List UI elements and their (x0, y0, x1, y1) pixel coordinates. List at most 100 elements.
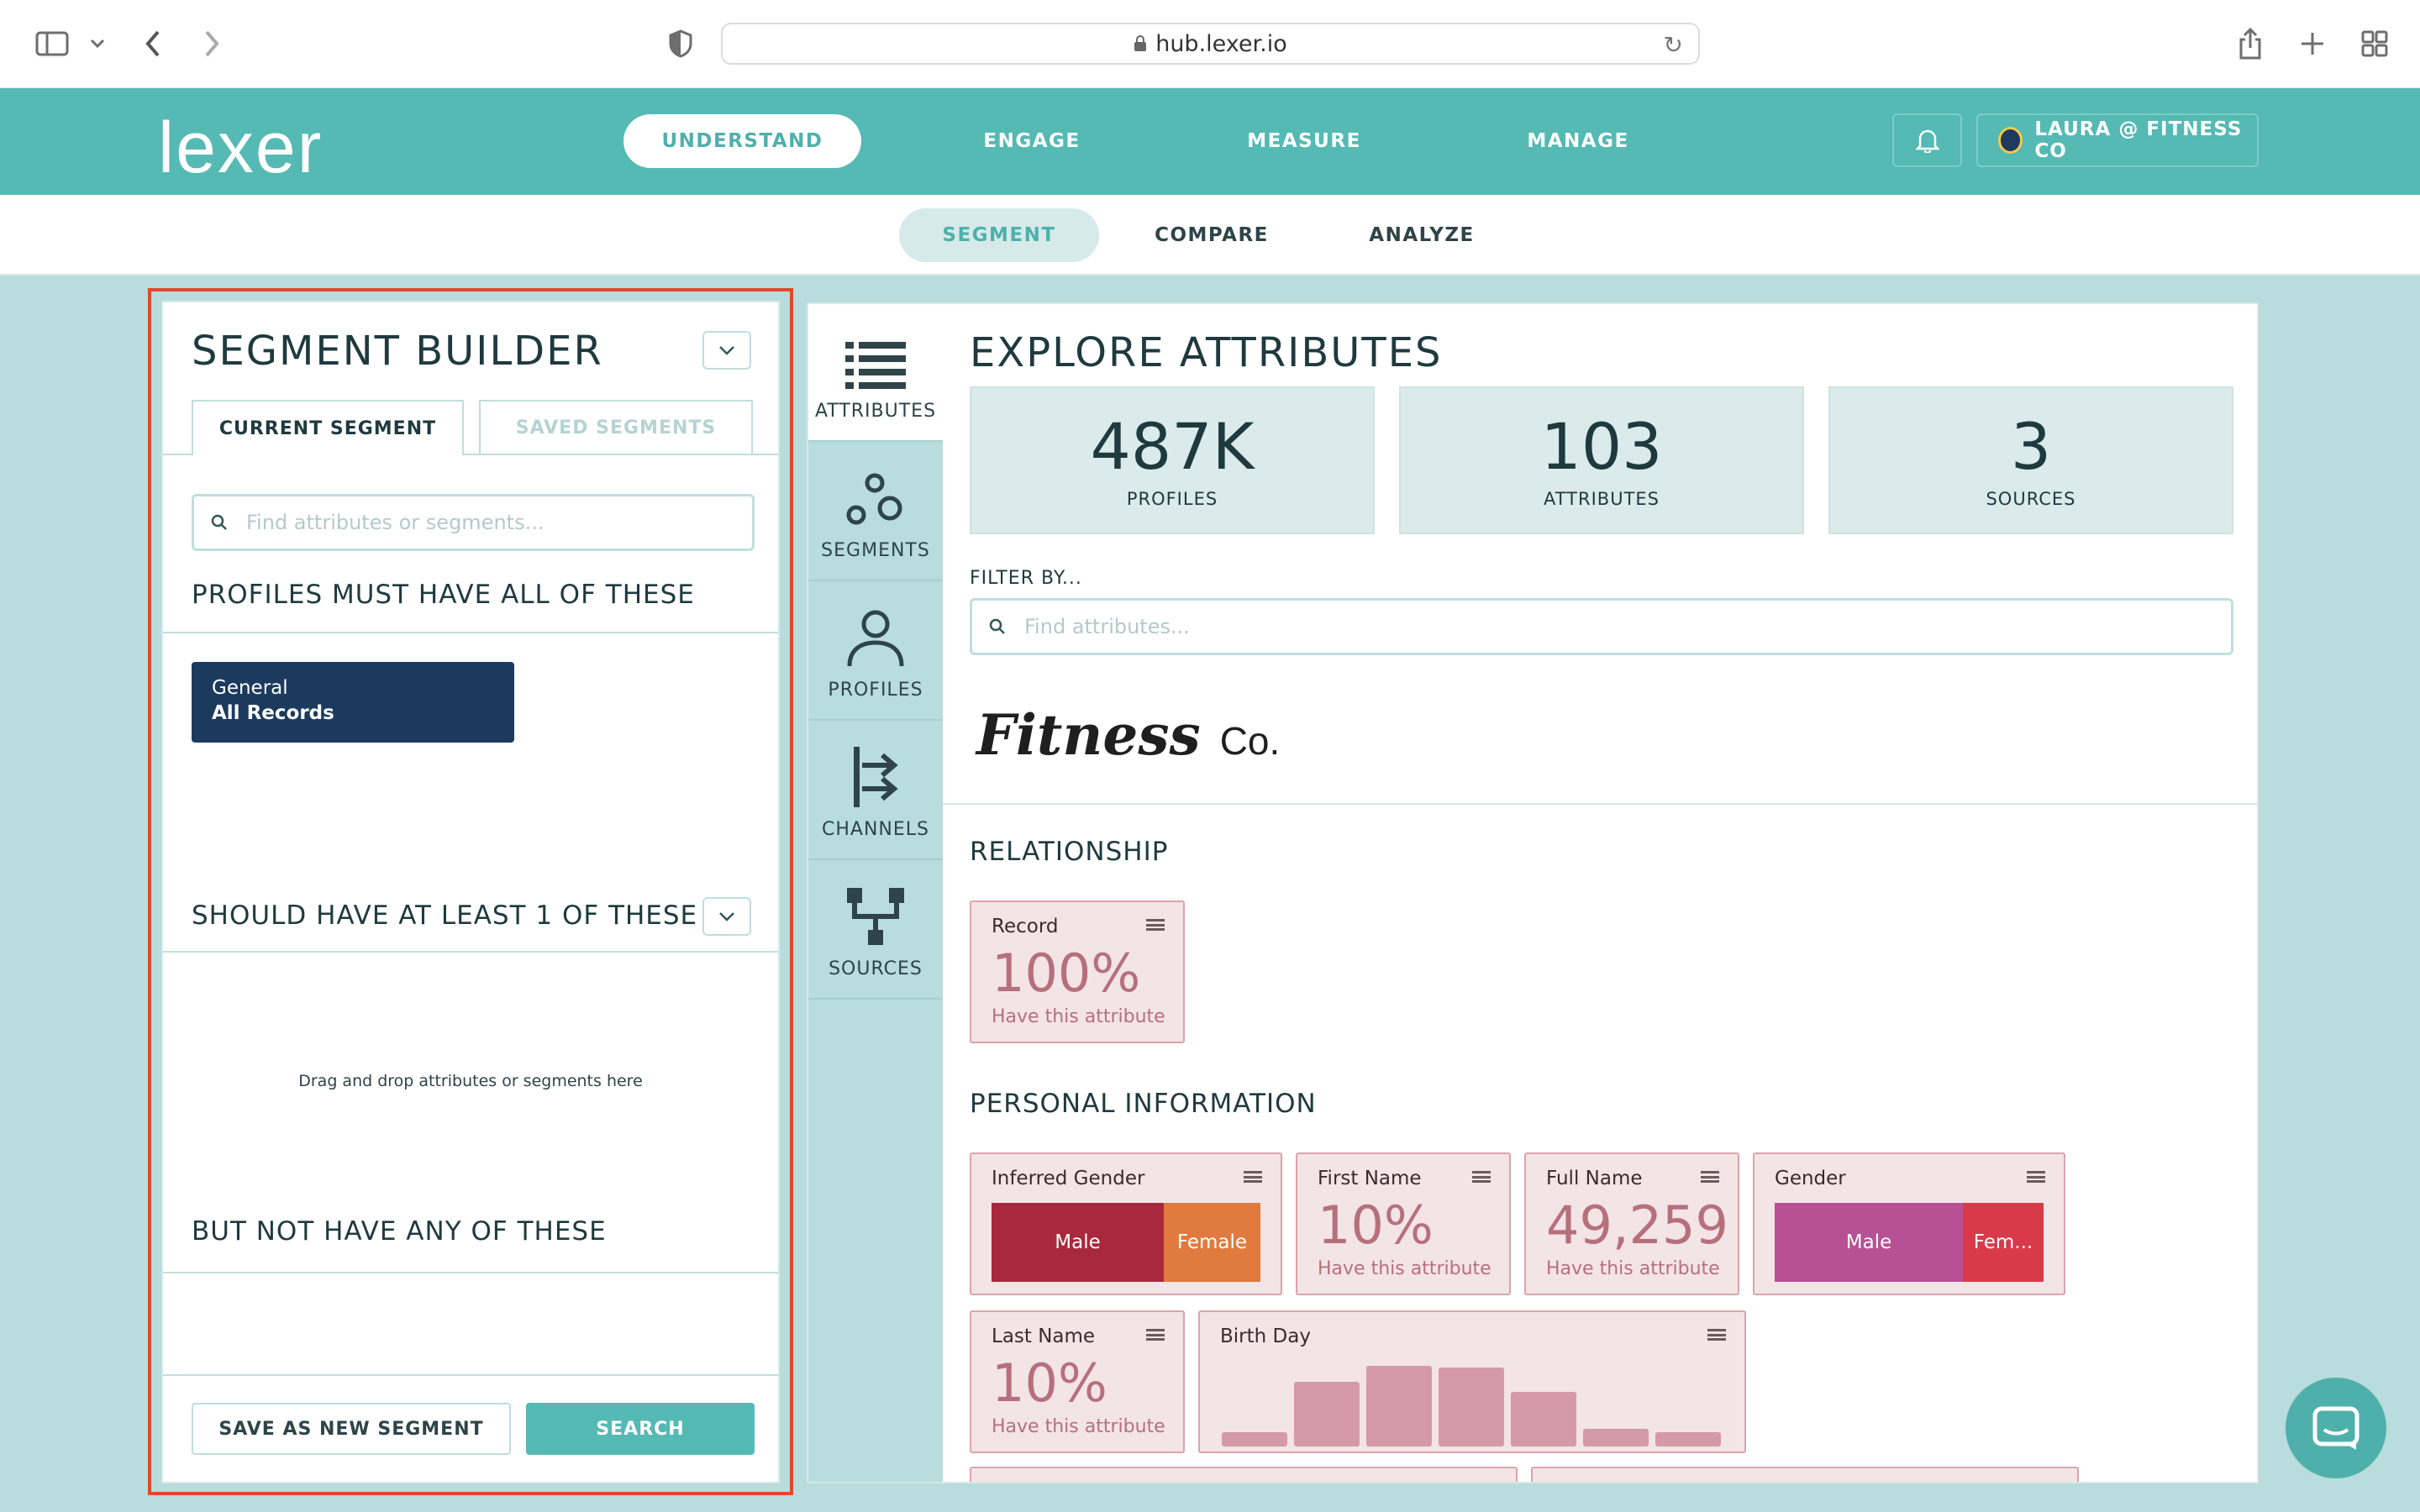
birth-day-bar[interactable] (1222, 1432, 1287, 1446)
stat-profiles: 487K PROFILES (970, 386, 1375, 534)
attribute-card-partial[interactable] (970, 1467, 1518, 1482)
save-as-new-segment-button[interactable]: SAVE AS NEW SEGMENT (192, 1403, 511, 1455)
stat-value: 103 (1540, 409, 1663, 484)
subtab-compare[interactable]: COMPARE (1155, 224, 1269, 246)
new-tab-icon[interactable] (2292, 24, 2333, 64)
address-bar[interactable]: hub.lexer.io ↻ (721, 23, 1700, 65)
menu-icon[interactable] (2027, 1171, 2045, 1183)
selection-highlight (148, 288, 793, 1495)
attribute-card-gender[interactable]: Gender Male Fem... (1753, 1152, 2065, 1295)
chat-button[interactable] (2286, 1378, 2386, 1478)
birth-day-bar[interactable] (1655, 1432, 1721, 1446)
attribute-card-first-name[interactable]: First Name 10% Have this attribute (1296, 1152, 1511, 1295)
menu-icon[interactable] (1701, 1171, 1719, 1183)
tab-current-segment[interactable]: CURRENT SEGMENT (192, 400, 464, 455)
attribute-card-inferred-gender[interactable]: Inferred Gender Male Female (970, 1152, 1282, 1295)
birth-day-bar[interactable] (1583, 1429, 1649, 1446)
nav-tab-manage[interactable]: MANAGE (1527, 130, 1629, 152)
lexer-logo[interactable]: lexer (158, 108, 324, 188)
attribute-card-full-name[interactable]: Full Name 49,259 Have this attribute (1524, 1152, 1739, 1295)
attribute-card-last-name[interactable]: Last Name 10% Have this attribute (970, 1310, 1185, 1453)
divider (943, 803, 2257, 805)
card-value: 100% (992, 942, 1141, 1004)
notifications-button[interactable] (1892, 113, 1962, 167)
birth-day-bar[interactable] (1294, 1382, 1360, 1446)
search-button[interactable]: SEARCH (526, 1403, 755, 1455)
tab-saved-segments[interactable]: SAVED SEGMENTS (479, 400, 753, 454)
sidebar-item-segments[interactable]: SEGMENTS (808, 444, 943, 581)
chevron-down-icon (719, 346, 734, 355)
circles-icon (846, 473, 902, 525)
birth-day-bar[interactable] (1366, 1366, 1432, 1446)
sidebar-label: SOURCES (829, 958, 923, 979)
avatar (1998, 127, 2023, 154)
sidebar-item-attributes[interactable]: ATTRIBUTES (808, 304, 943, 442)
drop-zone-hint[interactable]: Drag and drop attributes or segments her… (298, 1072, 643, 1090)
builder-options-button[interactable] (702, 331, 751, 370)
stat-value: 487K (1090, 409, 1255, 484)
menu-icon[interactable] (1146, 919, 1165, 931)
card-value: 10% (992, 1352, 1107, 1414)
sidebar-label: ATTRIBUTES (814, 401, 937, 422)
not-have-heading: BUT NOT HAVE ANY OF THESE (192, 1216, 607, 1247)
privacy-shield-icon[interactable] (660, 24, 701, 64)
search-icon (211, 514, 227, 530)
menu-icon[interactable] (1707, 1329, 1726, 1341)
attribute-filter-input[interactable]: Find attributes... (970, 598, 2233, 655)
chevron-down-icon[interactable] (77, 24, 118, 64)
account-menu[interactable]: LAURA @ FITNESS CO (1976, 113, 2259, 167)
chevron-down-icon (719, 912, 734, 921)
menu-icon[interactable] (1146, 1329, 1165, 1341)
sub-navigation: SEGMENT COMPARE ANALYZE (0, 195, 2420, 276)
filter-placeholder: Find attributes... (1024, 615, 1190, 638)
subtab-segment[interactable]: SEGMENT (899, 208, 1099, 262)
stat-value: 3 (2010, 409, 2052, 484)
must-have-heading: PROFILES MUST HAVE ALL OF THESE (192, 580, 695, 610)
sidebar-item-profiles[interactable]: PROFILES (808, 583, 943, 721)
card-name: Record (992, 916, 1059, 937)
card-subtitle: Have this attribute (992, 1416, 1165, 1437)
gender-segment-female[interactable]: Female (1164, 1203, 1260, 1282)
card-name: Gender (1775, 1168, 1846, 1189)
attribute-card-birth-day[interactable]: Birth Day (1198, 1310, 1746, 1453)
menu-icon[interactable] (1244, 1171, 1262, 1183)
card-name: First Name (1318, 1168, 1422, 1189)
gender-segment-male[interactable]: Male (1775, 1203, 1963, 1282)
should-have-toggle[interactable] (702, 897, 751, 936)
account-label: LAURA @ FITNESS CO (2034, 118, 2243, 162)
sidebar-label: CHANNELS (822, 819, 929, 840)
sources-icon (847, 888, 904, 945)
sidebar-toggle-icon[interactable] (32, 24, 72, 64)
segment-builder-panel: SEGMENT BUILDER CURRENT SEGMENT SAVED SE… (161, 301, 780, 1483)
attribute-card-record[interactable]: Record 100% Have this attribute (970, 900, 1185, 1043)
person-icon (847, 610, 904, 667)
attribute-card-partial[interactable] (1531, 1467, 2079, 1482)
gender-segment-female[interactable]: Fem... (1963, 1203, 2044, 1282)
card-subtitle: Have this attribute (992, 1006, 1165, 1027)
birth-day-bar[interactable] (1511, 1392, 1576, 1446)
back-icon[interactable] (133, 24, 173, 64)
subtab-analyze[interactable]: ANALYZE (1369, 224, 1475, 246)
share-icon[interactable] (2230, 24, 2270, 64)
nav-tab-understand[interactable]: UNDERSTAND (623, 114, 861, 168)
reload-icon[interactable]: ↻ (1663, 31, 1683, 59)
brand-main: Fitness (976, 702, 1201, 768)
url-text: hub.lexer.io (1155, 30, 1287, 57)
filter-label: FILTER BY... (970, 568, 1082, 589)
menu-icon[interactable] (1472, 1171, 1491, 1183)
fitness-co-logo: Fitness Co. (976, 702, 1280, 768)
stat-label: ATTRIBUTES (1543, 489, 1660, 509)
nav-tab-measure[interactable]: MEASURE (1247, 130, 1361, 152)
sidebar-item-channels[interactable]: CHANNELS (808, 722, 943, 860)
sidebar-label: PROFILES (828, 680, 923, 701)
tab-overview-icon[interactable] (2354, 24, 2395, 64)
divider (163, 632, 778, 633)
forward-icon[interactable] (192, 24, 232, 64)
nav-tab-engage[interactable]: ENGAGE (983, 130, 1081, 152)
birth-day-bar[interactable] (1439, 1368, 1504, 1446)
segment-chip-all-records[interactable]: General All Records (192, 662, 514, 743)
segment-search-input[interactable]: Find attributes or segments... (192, 494, 755, 551)
card-subtitle: Have this attribute (1546, 1258, 1720, 1279)
sidebar-item-sources[interactable]: SOURCES (808, 862, 943, 1000)
gender-segment-male[interactable]: Male (992, 1203, 1164, 1282)
